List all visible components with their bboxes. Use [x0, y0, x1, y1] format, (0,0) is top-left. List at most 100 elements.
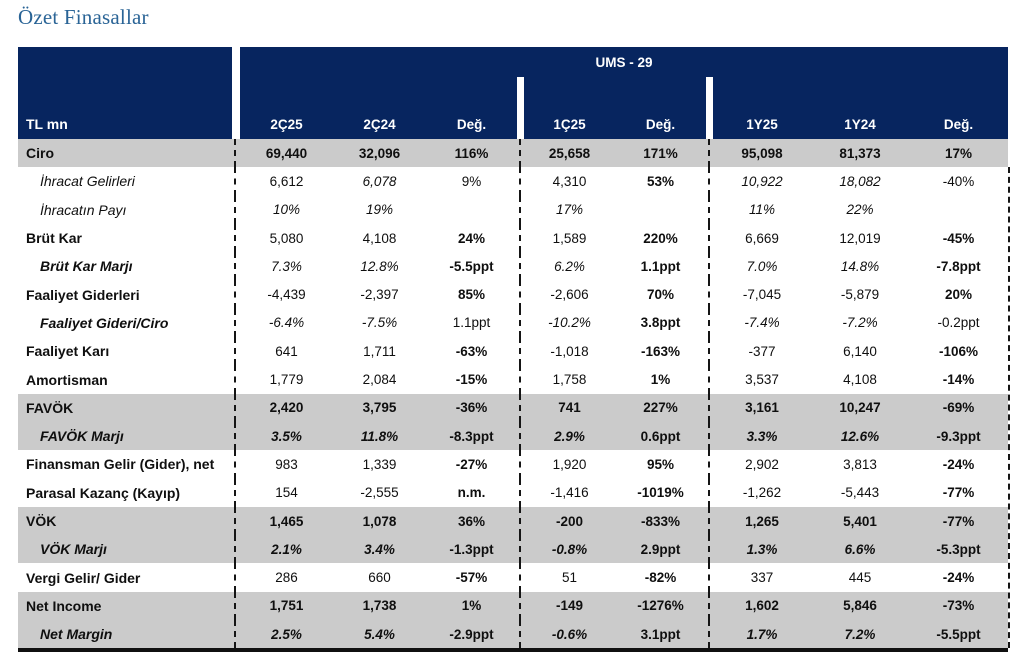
column-separator — [517, 308, 524, 338]
value-cell: -106% — [938, 343, 979, 359]
row-label: Amortisman — [26, 371, 108, 388]
value-cell: 1.7% — [746, 626, 778, 642]
column-separator — [517, 252, 524, 281]
value-cell: 3,161 — [745, 400, 779, 416]
value-cell: 95,098 — [741, 145, 783, 161]
header-group-separator — [706, 77, 713, 139]
value-cell: -5,879 — [840, 287, 880, 303]
table-row: Ciro 69,440 32,096 116% 25,658 171% 95,098 81,3… — [18, 139, 1008, 168]
column-separator — [706, 195, 713, 225]
value-cell: 2,084 — [362, 372, 397, 388]
column-separator — [706, 139, 713, 168]
column-separator — [706, 308, 713, 338]
row-label: VÖK Marjı — [40, 541, 107, 558]
value-cell: -377 — [748, 343, 776, 359]
column-header: 2Ç25 — [270, 117, 303, 132]
value-cell: -833% — [640, 513, 681, 529]
value-cell: 4,310 — [552, 173, 587, 189]
table-row: Finansman Gelir (Gider), net 983 1,339 -27%… — [18, 450, 1008, 479]
value-cell: -7.4% — [744, 315, 780, 331]
value-cell: 2.1% — [271, 541, 302, 557]
row-label: Net Income — [26, 597, 102, 614]
table-row: Brüt Kar Marjı 7.3% 12.8% -5.5ppt 6.2% 1.1ppt… — [18, 252, 1008, 281]
value-cell: -2,555 — [360, 485, 399, 501]
column-separator — [706, 535, 713, 564]
value-cell: 14.8% — [840, 258, 880, 274]
header-group-separator — [517, 77, 524, 139]
column-separator — [706, 591, 713, 621]
value-cell: 19% — [365, 202, 394, 218]
value-cell: 1% — [461, 598, 482, 614]
value-cell: -15% — [455, 372, 488, 388]
column-separator — [706, 365, 713, 394]
value-cell: 1,738 — [362, 598, 397, 614]
column-separator — [517, 280, 524, 310]
column-separator — [517, 563, 524, 593]
value-cell: 6,612 — [269, 173, 304, 189]
value-cell: 7.2% — [844, 626, 876, 642]
value-cell: -63% — [455, 343, 488, 359]
value-cell: 3.8ppt — [640, 315, 681, 331]
column-separator — [232, 591, 240, 621]
value-cell: 3.5% — [271, 428, 302, 444]
value-cell: -7,045 — [742, 287, 782, 303]
value-cell: 3.3% — [746, 428, 778, 444]
value-cell: 5,080 — [269, 230, 304, 246]
row-label: Net Margin — [40, 626, 113, 643]
value-cell: -82% — [644, 570, 677, 586]
column-separator — [706, 393, 713, 423]
value-cell: -5.5ppt — [936, 626, 981, 642]
column-header: 1Y24 — [844, 117, 876, 132]
column-separator — [517, 223, 524, 253]
column-separator — [517, 365, 524, 394]
value-cell: 17% — [944, 145, 973, 161]
value-cell: -45% — [942, 230, 975, 246]
value-cell: -200 — [555, 513, 584, 529]
column-separator — [232, 535, 240, 564]
column-separator — [517, 506, 524, 536]
column-separator — [706, 421, 713, 451]
row-label: FAVÖK Marjı — [40, 428, 124, 445]
column-separator — [517, 478, 524, 508]
value-cell: 227% — [643, 400, 678, 416]
value-cell: 10,922 — [741, 173, 783, 189]
column-separator — [517, 195, 524, 225]
value-cell: -7.2% — [842, 315, 878, 331]
column-header: 1Y25 — [746, 117, 778, 132]
value-cell: 11% — [748, 202, 776, 218]
value-cell: 1,779 — [269, 372, 304, 388]
column-separator — [232, 563, 240, 593]
value-cell: 11.8% — [360, 428, 399, 444]
value-cell: -0.6% — [551, 626, 588, 642]
table-row: Net Margin 2.5% 5.4% -2.9ppt -0.6% 3.1ppt 1.7%… — [18, 620, 1008, 649]
value-cell: 3,795 — [362, 400, 397, 416]
table-row: FAVÖK 2,420 3,795 -36% 741 227% 3,161 10,247 -69… — [18, 393, 1008, 423]
value-cell: 1,920 — [552, 456, 587, 472]
value-cell: -6.4% — [268, 315, 305, 331]
value-cell: -163% — [640, 343, 681, 359]
column-separator — [706, 563, 713, 593]
column-separator — [517, 535, 524, 564]
value-cell: 171% — [643, 145, 678, 161]
table-row: Brüt Kar 5,080 4,108 24% 1,589 220% 6,669 12,01… — [18, 223, 1008, 253]
value-cell: -9.3ppt — [936, 428, 981, 444]
accounting-standard-label: UMS - 29 — [595, 55, 653, 70]
column-separator — [706, 337, 713, 366]
value-cell: 24% — [457, 230, 486, 246]
table-row: VÖK Marjı 2.1% 3.4% -1.3ppt -0.8% 2.9ppt 1.3% 6… — [18, 535, 1008, 564]
value-cell: 10,247 — [839, 400, 881, 416]
value-cell: 1.1ppt — [452, 315, 491, 331]
column-separator — [232, 337, 240, 366]
value-cell: -77% — [942, 513, 975, 529]
column-separator — [706, 620, 713, 649]
value-cell: 3,537 — [745, 372, 779, 388]
column-separator — [232, 167, 240, 196]
value-cell: -5.3ppt — [936, 541, 981, 557]
value-cell: -24% — [942, 570, 975, 586]
row-label: Brüt Kar — [26, 230, 83, 247]
table-right-separator — [1008, 167, 1010, 649]
value-cell: 6,078 — [362, 173, 397, 189]
table-row: Parasal Kazanç (Kayıp) 154 -2,555 n.m. -1,41… — [18, 478, 1008, 508]
row-label: İhracat Gelirleri — [40, 173, 135, 190]
value-cell: -73% — [942, 598, 975, 614]
